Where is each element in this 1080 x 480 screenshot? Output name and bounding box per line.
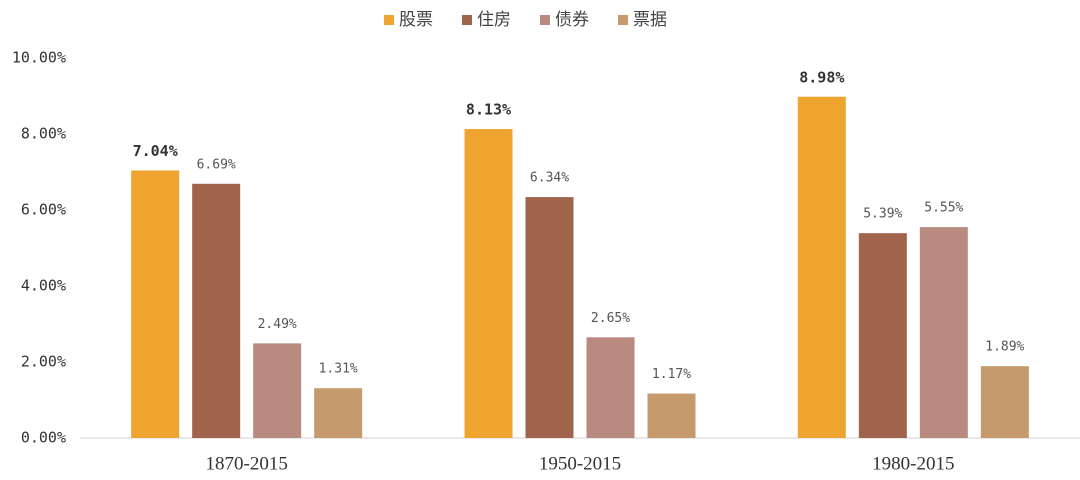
value-label: 8.13% <box>466 101 511 119</box>
bar <box>253 343 302 438</box>
value-label: 6.34% <box>530 171 569 186</box>
value-label: 5.39% <box>863 207 902 222</box>
x-tick-label: 1980-2015 <box>872 453 954 474</box>
y-tick-label: 10.00% <box>12 49 66 67</box>
value-label: 2.49% <box>258 317 297 332</box>
x-tick-label: 1950-2015 <box>539 453 621 474</box>
value-label: 1.31% <box>319 362 358 377</box>
bar <box>980 366 1029 438</box>
bar <box>525 197 574 438</box>
legend-swatch <box>384 15 394 25</box>
y-tick-label: 4.00% <box>21 277 66 295</box>
bar <box>797 96 846 438</box>
value-label: 1.17% <box>652 367 691 382</box>
bar <box>314 388 363 438</box>
bar <box>131 170 180 439</box>
value-label: 5.55% <box>924 201 963 216</box>
value-label: 6.69% <box>197 157 236 172</box>
bar <box>586 337 635 438</box>
legend-swatch <box>462 15 472 25</box>
y-tick-label: 2.00% <box>21 353 66 371</box>
value-label: 7.04% <box>133 142 178 160</box>
y-tick-label: 6.00% <box>21 201 66 219</box>
bar <box>464 129 513 438</box>
legend-label: 股票 <box>399 10 433 30</box>
y-tick-label: 0.00% <box>21 429 66 447</box>
legend-label: 住房 <box>477 10 511 30</box>
value-label: 2.65% <box>591 311 630 326</box>
value-label: 8.98% <box>799 68 844 86</box>
legend-swatch <box>618 15 628 25</box>
bar <box>858 233 907 438</box>
bar <box>647 393 696 438</box>
value-label: 1.89% <box>985 340 1024 355</box>
legend-swatch <box>540 15 550 25</box>
legend-label: 票据 <box>633 10 667 30</box>
y-tick-label: 8.00% <box>21 125 66 143</box>
bar <box>192 183 241 438</box>
legend-label: 债券 <box>555 10 589 30</box>
x-tick-label: 1870-2015 <box>206 453 288 474</box>
bar <box>919 227 968 438</box>
